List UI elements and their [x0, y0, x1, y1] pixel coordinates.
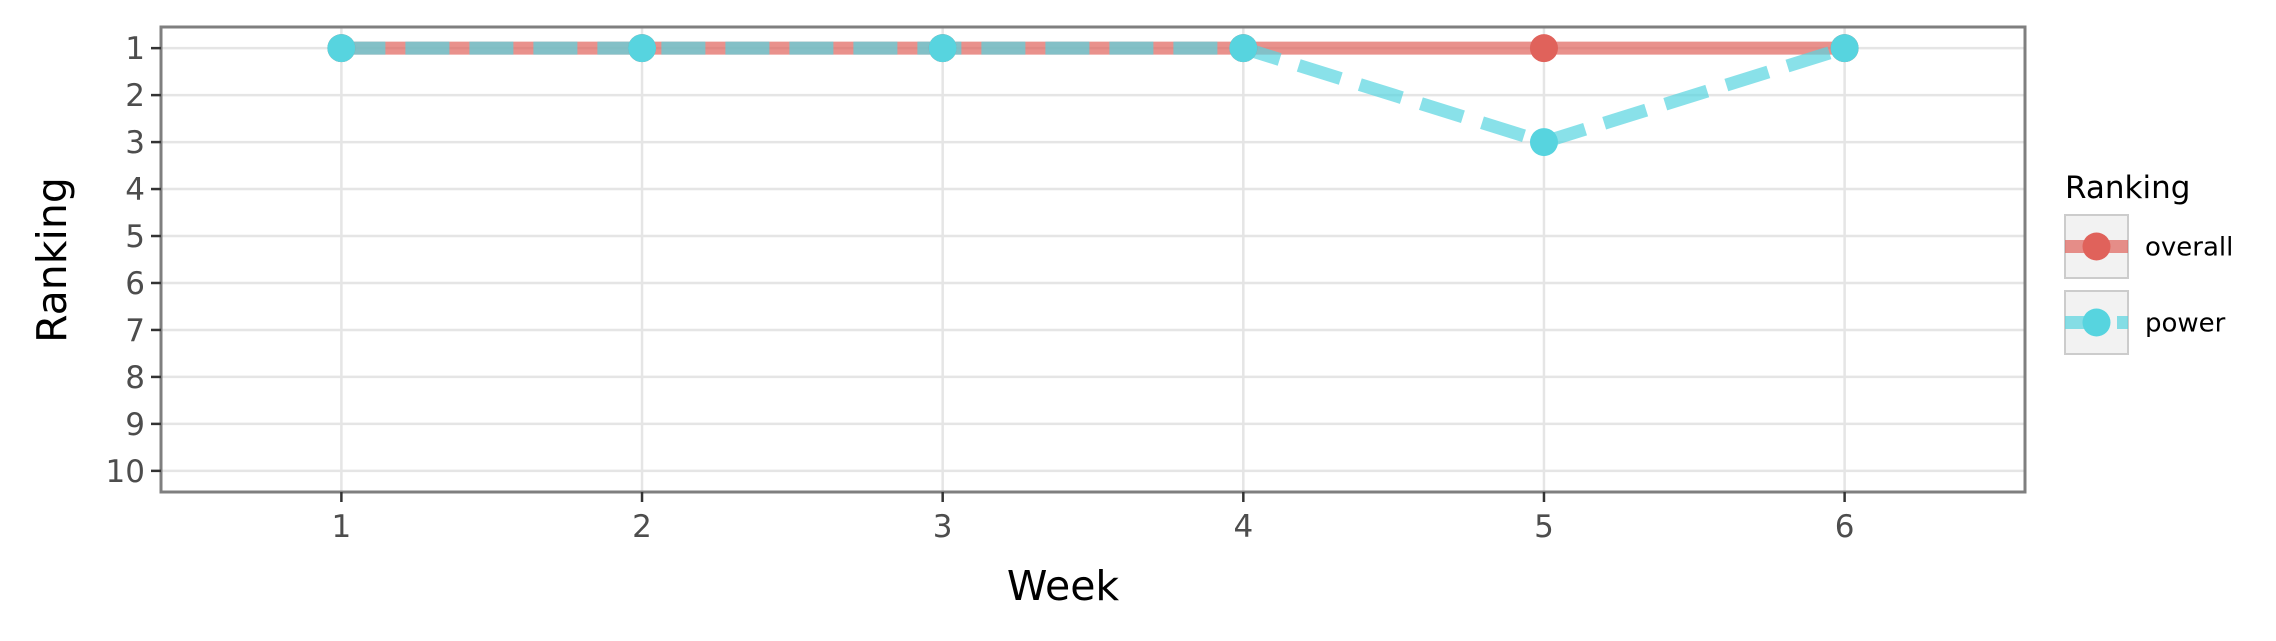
- series-points-power: [327, 34, 1859, 157]
- data-point-power: [1229, 34, 1258, 63]
- y-axis-title: Ranking: [28, 177, 76, 343]
- legend-title: Ranking: [2065, 170, 2190, 206]
- legend-label-power: power: [2145, 309, 2226, 339]
- panel-background: [161, 27, 2025, 492]
- y-tick-label: 6: [125, 266, 145, 302]
- data-point-power: [928, 34, 957, 63]
- grid-lines: [161, 27, 2025, 492]
- legend-item-power: power: [2064, 290, 2226, 355]
- legend-key-point: [2082, 232, 2111, 261]
- x-axis-title: Week: [1007, 562, 1120, 610]
- y-tick-label: 3: [125, 125, 145, 161]
- data-point-power: [1830, 34, 1859, 63]
- x-tick-label: 4: [1233, 509, 1253, 545]
- x-tick-label: 1: [332, 509, 352, 545]
- y-tick-label: 7: [125, 313, 145, 349]
- y-axis: 1 2 3 4 5 6 7 8 9 10: [106, 31, 161, 490]
- legend-key-point: [2082, 308, 2111, 337]
- y-tick-label: 8: [125, 360, 145, 396]
- legend-label-overall: overall: [2145, 233, 2233, 263]
- x-tick-label: 6: [1835, 509, 1855, 545]
- y-tick-label: 5: [125, 219, 145, 255]
- y-tick-label: 9: [125, 407, 145, 443]
- legend-item-overall: overall: [2064, 214, 2233, 279]
- y-tick-label: 1: [125, 31, 145, 67]
- y-tick-label: 4: [125, 172, 145, 208]
- y-tick-label: 2: [125, 78, 145, 114]
- data-point-overall: [1529, 34, 1558, 63]
- x-axis: 1 2 3 4 5 6: [332, 492, 1855, 545]
- series-layer: [327, 34, 1859, 157]
- data-point-power: [1529, 128, 1558, 157]
- panel-border: [159, 25, 2027, 494]
- y-tick-label: 10: [106, 454, 145, 490]
- data-point-power: [327, 34, 356, 63]
- x-tick-label: 3: [933, 509, 953, 545]
- x-tick-label: 2: [632, 509, 652, 545]
- legend: Ranking overall power: [2064, 170, 2233, 355]
- data-point-power: [628, 34, 657, 63]
- x-tick-label: 5: [1534, 509, 1554, 545]
